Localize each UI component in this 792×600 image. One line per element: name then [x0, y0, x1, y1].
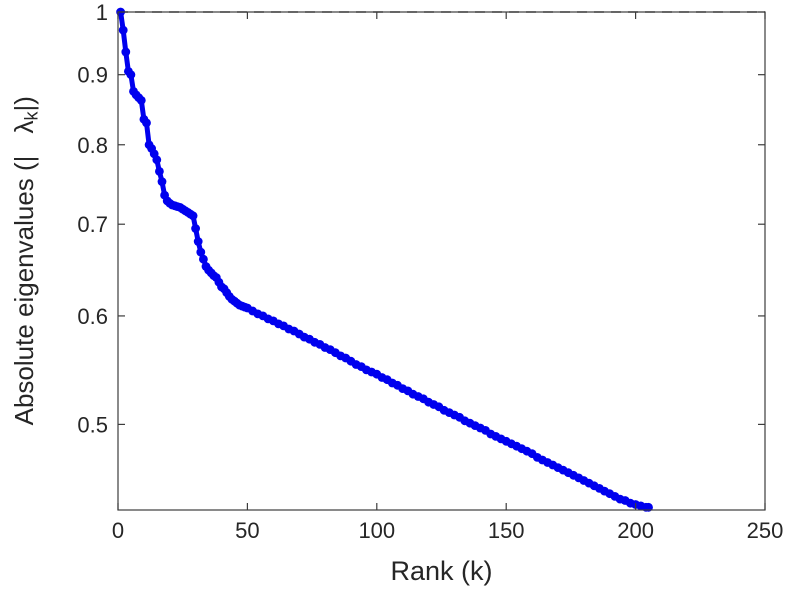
data-point [136, 96, 146, 105]
x-tick-label: 200 [617, 518, 654, 543]
y-axis-label: Absolute eigenvalues (| λk|) [9, 96, 43, 425]
y-axis-label-container: Absolute eigenvalues (| λk|) [0, 12, 52, 510]
y-tick-label: 1 [96, 0, 108, 25]
plot-box [117, 11, 766, 511]
y-tick-label: 0.5 [77, 412, 108, 437]
y-tick-label: 0.7 [77, 212, 108, 237]
data-point [196, 247, 206, 257]
y-tick-label: 0.8 [77, 133, 108, 158]
data-point [152, 155, 162, 165]
x-axis-label: Rank (k) [390, 556, 493, 586]
data-point [191, 224, 201, 233]
data-point [155, 167, 164, 176]
data-point [121, 47, 131, 57]
lambda-symbol: λ [9, 120, 40, 134]
data-point [118, 25, 128, 35]
data-point [193, 237, 203, 246]
data-point [157, 177, 167, 187]
data-point [199, 254, 208, 264]
x-tick-label: 100 [358, 518, 395, 543]
lambda-subscript: k [21, 111, 42, 121]
x-tick-label: 250 [747, 518, 784, 543]
x-tick-label: 0 [112, 518, 124, 543]
data-point [126, 70, 136, 80]
y-axis-label-prefix: Absolute eigenvalues (| [9, 155, 40, 426]
data-point [188, 211, 198, 221]
x-tick-label: 50 [235, 518, 259, 543]
data-point [142, 118, 151, 128]
x-tick-label: 150 [488, 518, 525, 543]
y-axis-label-suffix: |) [9, 96, 40, 112]
y-tick-label: 0.9 [77, 63, 108, 88]
y-tick-label: 0.6 [77, 304, 108, 329]
